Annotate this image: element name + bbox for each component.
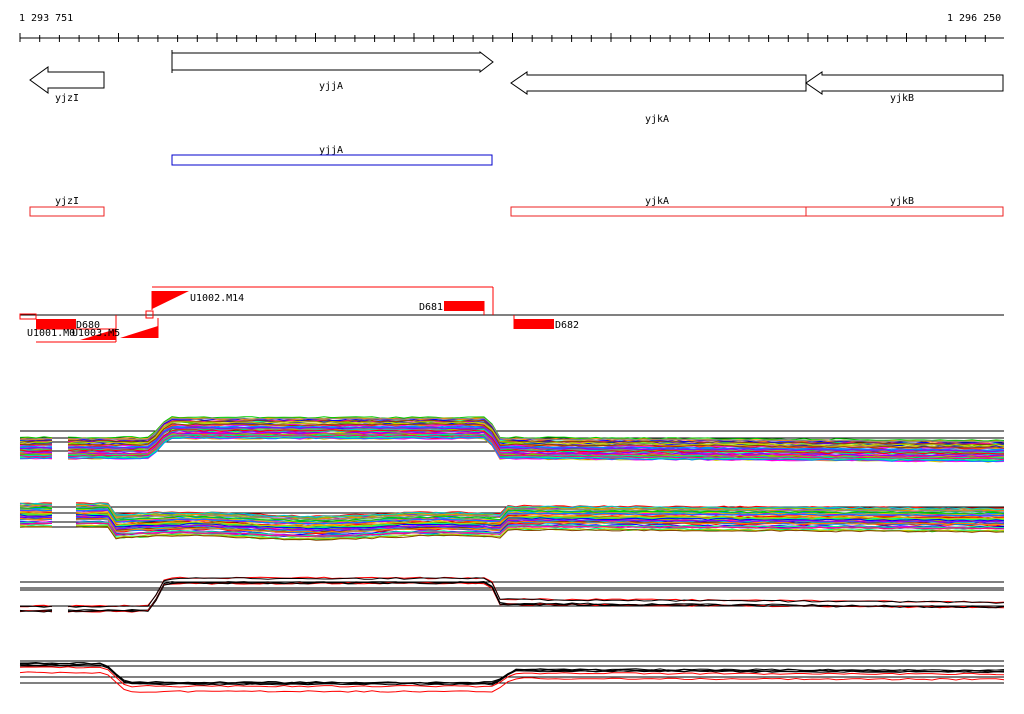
red-annotation-track: yjzI yjkA yjkB (29, 196, 1004, 217)
gene-yjkB-arrow[interactable] (805, 71, 1004, 95)
expression-line (19, 436, 1005, 463)
red-track-label-yjkB: yjkB (890, 196, 914, 207)
blue-track-box[interactable] (171, 154, 493, 166)
expression-line (19, 526, 1005, 541)
feature-U1002-M14[interactable] (152, 291, 189, 309)
blue-track-label: yjjA (319, 145, 343, 156)
feature-U1001-M0-label: U1001.M0 (27, 328, 75, 339)
expression-line (19, 417, 1005, 443)
expression-track-4 (19, 660, 1005, 693)
feature-D681-label: D681 (419, 302, 443, 313)
red-track-label-yjzI: yjzI (55, 196, 79, 207)
expression-line (19, 522, 1005, 538)
expression-line (19, 666, 1005, 688)
expression-line (19, 671, 1005, 693)
feature-U1003-M5[interactable] (80, 329, 116, 340)
gene-yjzI-label: yjzI (55, 93, 79, 104)
expression-line (19, 510, 1004, 526)
gene-track: yjzI yjjA yjkA yjkB (29, 50, 1004, 125)
gene-yjkA-label: yjkA (645, 114, 669, 125)
feature-track: U1002.M14 D681 D682 D680 U1001.M0 U1003.… (19, 286, 1004, 343)
gene-yjzI-arrow[interactable] (29, 66, 105, 94)
expression-line (19, 423, 1005, 449)
expression-line (19, 577, 1005, 608)
feature-U1003-M5-label: U1003.M5 (72, 328, 120, 339)
ruler-start-label: 1 293 751 (19, 13, 74, 24)
gene-yjjA-label: yjjA (319, 81, 343, 92)
expression-line (19, 509, 1005, 525)
blue-annotation-track: yjjA (171, 145, 493, 166)
red-track-label-yjkA: yjkA (645, 196, 669, 207)
feature-D682[interactable] (514, 319, 554, 329)
expression-line (19, 421, 1005, 447)
expression-line (19, 512, 1005, 528)
red-track-box-yjzI[interactable] (29, 206, 105, 217)
ruler (19, 33, 1004, 42)
ruler-end-label: 1 296 250 (947, 13, 1002, 24)
expression-line (19, 419, 1005, 446)
expression-line (19, 502, 1005, 518)
expression-track-1 (19, 416, 1005, 463)
expression-line (19, 516, 1005, 532)
expression-track-3 (19, 576, 1005, 613)
feature-D680-label: D680 (76, 320, 100, 331)
expression-track-2 (19, 502, 1005, 541)
expression-line (19, 517, 1005, 534)
gene-yjkB-label: yjkB (890, 93, 914, 104)
gene-yjjA-arrow[interactable] (171, 50, 494, 74)
expression-line (19, 582, 1005, 613)
expression-line (19, 416, 1005, 442)
expression-line (19, 581, 1005, 613)
expression-line (19, 506, 1005, 522)
feature-D682-label: D682 (555, 320, 579, 331)
expression-line (19, 426, 1005, 453)
gene-yjkA-arrow[interactable] (510, 71, 807, 95)
ruler-ticks (19, 33, 986, 42)
feature-D680[interactable] (36, 319, 76, 329)
red-track-box-yjkA[interactable] (510, 206, 807, 217)
expression-line (19, 514, 1005, 530)
red-track-box-yjkB[interactable] (805, 206, 1004, 217)
feature-D681[interactable] (444, 301, 484, 311)
feature-U1002-M14-label: U1002.M14 (190, 293, 244, 304)
expression-line (19, 581, 1005, 613)
expression-line (19, 662, 1005, 685)
expression-line (19, 429, 1005, 455)
expression-line (19, 434, 1005, 461)
feature-U1001-M0[interactable] (120, 326, 158, 338)
